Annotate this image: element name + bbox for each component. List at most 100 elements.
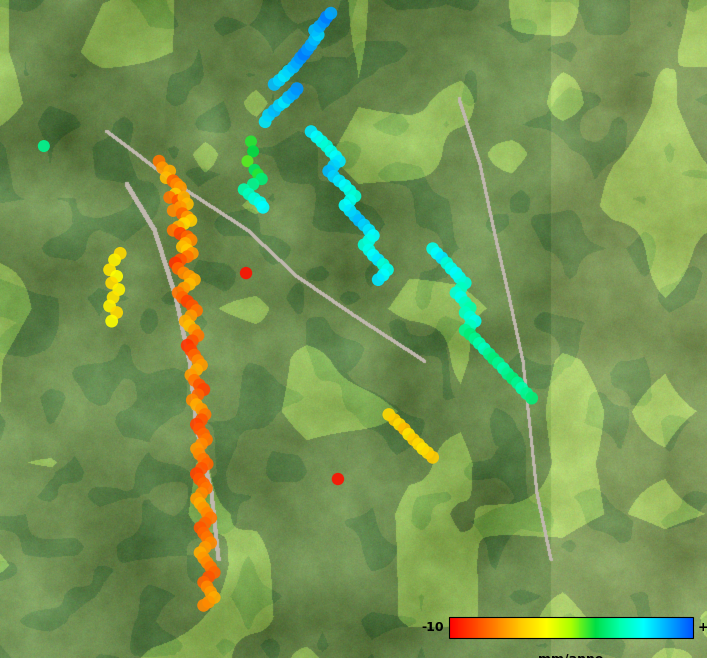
Point xyxy=(259,116,271,127)
Point xyxy=(104,301,115,311)
Point xyxy=(196,360,207,370)
Point xyxy=(455,283,467,293)
Point xyxy=(194,424,205,434)
Point xyxy=(464,320,476,331)
Point xyxy=(314,21,325,32)
Point xyxy=(382,265,393,275)
Point xyxy=(298,49,310,59)
Point xyxy=(173,222,184,232)
Point xyxy=(178,192,189,203)
Point xyxy=(427,452,438,463)
Point xyxy=(189,350,200,361)
Point xyxy=(274,100,285,111)
Point xyxy=(182,296,193,307)
Point xyxy=(191,305,202,316)
Point xyxy=(194,380,205,390)
Point xyxy=(38,141,49,151)
Point xyxy=(344,195,356,206)
Point xyxy=(107,292,119,303)
Point xyxy=(198,478,209,489)
Point xyxy=(349,191,361,201)
Point xyxy=(427,243,438,254)
Point xyxy=(189,274,200,285)
Point xyxy=(182,199,193,209)
Point xyxy=(431,248,443,259)
Point xyxy=(177,209,188,219)
Point xyxy=(249,164,260,175)
Point xyxy=(111,307,122,318)
Point xyxy=(189,325,200,336)
Point xyxy=(488,353,499,364)
Point xyxy=(192,355,204,366)
Point xyxy=(201,582,213,592)
Point xyxy=(455,292,467,303)
Point xyxy=(178,218,189,229)
Point xyxy=(256,174,267,184)
Point xyxy=(368,250,379,261)
Point xyxy=(185,345,197,355)
Point xyxy=(354,215,365,226)
Point xyxy=(291,57,303,68)
Point xyxy=(187,336,198,346)
Point xyxy=(373,274,384,285)
Point xyxy=(263,110,274,120)
Point xyxy=(464,329,476,340)
Point xyxy=(164,166,175,176)
Point xyxy=(182,251,193,262)
Point xyxy=(185,215,197,226)
Point xyxy=(325,8,337,18)
Point xyxy=(160,172,172,183)
Point xyxy=(205,538,216,548)
Point xyxy=(526,393,537,403)
Point xyxy=(115,248,126,259)
Point xyxy=(332,474,344,484)
Text: mm/anno: mm/anno xyxy=(538,653,604,658)
Point xyxy=(269,79,280,89)
Point xyxy=(309,34,320,45)
Point xyxy=(173,263,184,274)
Point xyxy=(436,253,448,263)
Point xyxy=(257,202,269,213)
Point xyxy=(363,245,375,255)
Point xyxy=(209,567,220,578)
Point xyxy=(185,370,197,380)
Point xyxy=(201,532,213,543)
Point xyxy=(168,225,179,236)
Point xyxy=(187,301,198,311)
Point xyxy=(187,248,198,259)
Point xyxy=(203,572,214,582)
Point xyxy=(460,307,471,318)
Point xyxy=(182,245,193,255)
Point xyxy=(450,268,462,278)
Point xyxy=(170,258,181,268)
Point xyxy=(493,358,504,368)
Point xyxy=(198,600,209,611)
Point xyxy=(334,156,345,166)
Point xyxy=(441,258,452,268)
Point xyxy=(209,592,220,603)
Point xyxy=(198,429,209,440)
Point xyxy=(203,597,214,607)
Point xyxy=(328,161,339,171)
Point xyxy=(305,126,317,137)
Point xyxy=(408,434,419,445)
Point xyxy=(198,553,209,563)
Point xyxy=(175,202,186,213)
Point xyxy=(194,498,206,509)
Point xyxy=(191,494,202,504)
Point xyxy=(295,53,306,63)
Point xyxy=(180,238,191,249)
Point xyxy=(330,151,341,162)
Point xyxy=(170,189,181,199)
Point xyxy=(175,182,186,193)
Point xyxy=(196,404,207,415)
Point xyxy=(469,316,481,326)
Point xyxy=(399,424,410,434)
Point xyxy=(403,429,414,440)
Point xyxy=(507,373,518,384)
Point xyxy=(321,141,332,151)
Point xyxy=(460,325,471,336)
Point xyxy=(153,156,165,166)
Point xyxy=(243,189,255,199)
Point xyxy=(104,265,115,275)
